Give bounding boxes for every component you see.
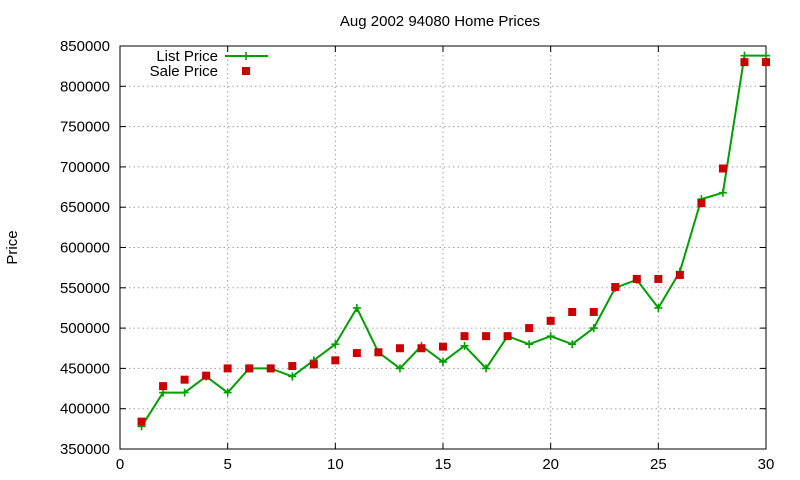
y-tick-label: 800000 bbox=[60, 78, 110, 95]
y-tick-label: 750000 bbox=[60, 119, 110, 136]
sale-price-point bbox=[374, 348, 383, 357]
x-tick-label: 10 bbox=[327, 456, 344, 473]
chart-title: Aug 2002 94080 Home Prices bbox=[340, 13, 540, 30]
sale-price-point bbox=[589, 307, 598, 316]
y-tick-label: 350000 bbox=[60, 441, 110, 458]
sale-price-point bbox=[137, 417, 146, 426]
grid bbox=[120, 46, 766, 449]
list-price-point bbox=[654, 303, 663, 312]
sale-price-point bbox=[352, 349, 361, 358]
x-tick-label: 0 bbox=[116, 456, 124, 473]
sale-price-point bbox=[309, 360, 318, 369]
x-tick-label: 20 bbox=[542, 456, 559, 473]
y-tick-label: 450000 bbox=[60, 360, 110, 377]
legend-sale-price-marker bbox=[242, 67, 250, 75]
sale-price-point bbox=[718, 164, 727, 173]
sale-price-point bbox=[740, 58, 749, 67]
sale-price-point bbox=[266, 364, 275, 373]
sale-price-point bbox=[568, 307, 577, 316]
sale-price-point bbox=[482, 332, 491, 341]
sale-price-point bbox=[632, 274, 641, 283]
sale-price-point bbox=[417, 344, 426, 353]
legend-list-price-marker bbox=[242, 52, 250, 60]
legend-sale-price-label: Sale Price bbox=[150, 63, 218, 80]
list-price-point bbox=[352, 303, 361, 312]
y-tick-label: 550000 bbox=[60, 280, 110, 297]
list-price-point bbox=[460, 341, 469, 350]
list-price-point bbox=[482, 364, 491, 373]
y-tick-label: 400000 bbox=[60, 401, 110, 418]
sale-price-point bbox=[762, 58, 770, 67]
axis-ticks: 0 5 10 15 20 25 30 350000 400000 450000 500000 5500… bbox=[60, 38, 774, 473]
list-price-point bbox=[180, 388, 189, 397]
list-price-point bbox=[525, 340, 534, 349]
sale-price-point bbox=[395, 344, 404, 353]
sale-price-point bbox=[460, 332, 469, 341]
y-tick-label: 700000 bbox=[60, 159, 110, 176]
x-tick-label: 30 bbox=[758, 456, 775, 473]
list-price-point bbox=[331, 340, 340, 349]
y-tick-label: 600000 bbox=[60, 240, 110, 257]
sale-price-point bbox=[697, 199, 706, 208]
list-price-point bbox=[223, 388, 232, 397]
list-price-point bbox=[395, 364, 404, 373]
sale-price-point bbox=[525, 324, 534, 333]
y-tick-label: 850000 bbox=[60, 38, 110, 55]
sale-price-point bbox=[288, 361, 297, 370]
sale-price-point bbox=[202, 371, 211, 380]
list-price-point bbox=[439, 357, 447, 366]
sale-price-point bbox=[675, 270, 684, 279]
sale-price-point bbox=[159, 382, 168, 391]
sale-price-point bbox=[439, 342, 447, 351]
sale-price-point bbox=[611, 282, 620, 291]
series-layer bbox=[137, 51, 770, 431]
list-price-line bbox=[140, 54, 766, 427]
list-price-point bbox=[718, 188, 727, 197]
x-tick-label: 5 bbox=[223, 456, 231, 473]
sale-price-point bbox=[331, 356, 340, 365]
y-tick-label: 650000 bbox=[60, 199, 110, 216]
y-axis-label: Price bbox=[4, 230, 21, 264]
y-tick-label: 500000 bbox=[60, 320, 110, 337]
sale-price-point bbox=[503, 332, 512, 341]
sale-price-point bbox=[654, 274, 663, 283]
sale-price-point bbox=[223, 364, 232, 373]
sale-price-point bbox=[546, 316, 555, 325]
x-tick-label: 25 bbox=[650, 456, 667, 473]
legend-list-price-label: List Price bbox=[156, 48, 218, 65]
list-price-point bbox=[589, 324, 598, 333]
sale-price-point bbox=[180, 375, 189, 384]
legend: List Price Sale Price bbox=[150, 48, 268, 80]
x-tick-label: 15 bbox=[435, 456, 452, 473]
sale-price-point bbox=[245, 364, 254, 373]
list-price-point bbox=[546, 332, 555, 341]
list-price-point bbox=[568, 340, 577, 349]
list-price-point bbox=[288, 372, 297, 381]
